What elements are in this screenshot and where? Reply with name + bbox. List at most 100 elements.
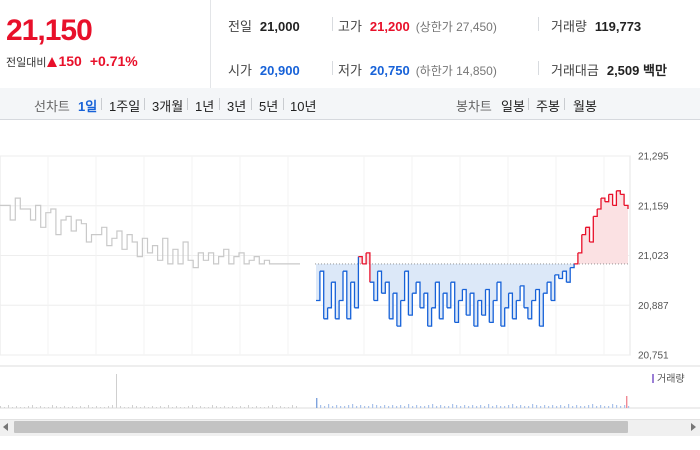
volume-bar [372, 404, 374, 408]
prev-day-line [0, 197, 300, 269]
volume-bar [96, 406, 97, 408]
volume-bar [376, 405, 378, 408]
intraday-price-chart[interactable]: 21,295 21,159 21,023 20,887 20,751 거래량 [0, 120, 700, 419]
today-line-segment [574, 252, 579, 265]
volume-bar [408, 404, 410, 408]
volume-bar [32, 405, 33, 408]
volume-bar [332, 406, 334, 408]
volume-bar [168, 405, 169, 408]
today-line-segment [566, 267, 571, 283]
volume-bar [60, 407, 61, 408]
volume-bar [492, 406, 494, 408]
volume-bar [536, 405, 538, 408]
volume-bar [116, 374, 117, 408]
volume-bar [16, 406, 17, 408]
period-5year[interactable]: 5년 [259, 99, 279, 114]
volume-bar [52, 405, 53, 408]
volume-bar [288, 407, 289, 408]
scrollbar-thumb[interactable] [14, 421, 628, 433]
high-price: 고가 21,200 (상한가 27,450) [338, 16, 497, 35]
period-1year[interactable]: 1년 [195, 99, 215, 114]
scroll-right-icon[interactable] [691, 423, 696, 431]
today-line-segment [319, 270, 325, 319]
today-line-segment [608, 193, 614, 206]
volume-value: 119,773 [594, 19, 642, 34]
volume-bar [0, 406, 1, 408]
today-line-segment [435, 281, 440, 319]
today-line-segment [493, 282, 498, 302]
candle-monthly[interactable]: 월봉 [573, 99, 597, 114]
volume-bar [436, 406, 438, 408]
line-chart-label: 선차트 [34, 99, 70, 114]
volume-bar [192, 405, 193, 408]
today-line-segment [362, 252, 367, 265]
y-tick-label: 21,023 [638, 251, 669, 262]
volume-bar [456, 405, 458, 408]
low-value: 20,750 [369, 63, 410, 78]
today-line-segment [562, 270, 568, 283]
volume-bar [380, 406, 382, 408]
volume-bar [604, 406, 606, 408]
today-line-segment [331, 281, 336, 319]
high-value: 21,200 [369, 19, 410, 34]
period-3month[interactable]: 3개월 [152, 99, 184, 114]
chart-grid [0, 155, 700, 409]
volume-bar [176, 406, 177, 408]
volume-bar [276, 407, 277, 408]
today-line-segment [554, 274, 560, 279]
change-value: 150 [58, 53, 82, 69]
volume-bar [496, 405, 498, 408]
y-tick-label: 20,751 [638, 351, 669, 362]
volume-bar [296, 406, 297, 408]
period-10year[interactable]: 10년 [290, 99, 317, 114]
below-baseline-area [316, 263, 575, 327]
divider [144, 98, 145, 110]
volume-bar [120, 406, 121, 408]
today-line-segment [400, 271, 406, 302]
candle-daily[interactable]: 일봉 [501, 99, 525, 114]
period-3year[interactable]: 3년 [227, 99, 247, 114]
period-1day[interactable]: 1일 [78, 99, 98, 114]
today-line-segment [369, 281, 375, 301]
today-line-segment [396, 300, 402, 327]
today-line-segment [593, 209, 598, 218]
change-row: 전일대비 150 +0.71% [6, 53, 138, 70]
volume-bar [400, 405, 402, 408]
volume-bar [552, 405, 554, 408]
volume-bar [200, 406, 201, 408]
today-line-segment [527, 300, 533, 320]
volume-bar [588, 405, 590, 408]
volume-bar [344, 406, 346, 408]
volume-bar [84, 407, 85, 408]
volume-bar [488, 404, 490, 408]
volume-bar [260, 407, 261, 408]
y-axis-ticks: 21,295 21,159 21,023 20,887 20,751 [638, 152, 669, 362]
volume-bar [12, 407, 13, 408]
today-line-segment [420, 293, 425, 309]
candle-weekly[interactable]: 주봉 [536, 99, 560, 114]
scroll-left-icon[interactable] [3, 423, 8, 431]
volume-bar [452, 404, 454, 408]
period-1week[interactable]: 1주일 [109, 99, 141, 114]
today-line-segment [547, 281, 552, 301]
today-line-segment [393, 292, 398, 327]
today-line-segment [346, 282, 352, 320]
volume-bar [520, 405, 522, 408]
divider [219, 98, 220, 110]
today-line-segment [500, 307, 506, 327]
today-line-segment [343, 270, 348, 319]
volume-bar [80, 406, 81, 408]
volume-bar [432, 404, 434, 408]
volume-bar [600, 405, 602, 408]
volume-bar [340, 406, 342, 408]
today-line-segment [612, 190, 618, 207]
volume-bar [164, 407, 165, 408]
volume-bar [364, 406, 366, 408]
today-line-segment [604, 194, 610, 203]
volume-bar [112, 405, 113, 408]
divider [283, 98, 284, 110]
volume-bar [468, 406, 470, 408]
today-line-segment [385, 281, 390, 319]
volume-bar [316, 398, 318, 408]
prev-close: 전일 21,000 [228, 16, 300, 35]
